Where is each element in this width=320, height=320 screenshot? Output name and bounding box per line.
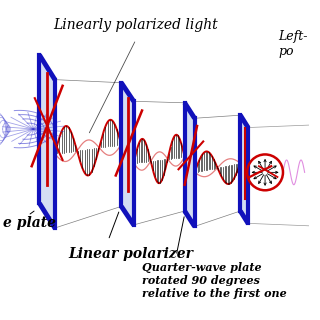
Polygon shape <box>39 55 55 228</box>
Text: Quarter-wave plate
rotated 90 degrees
relative to the first one: Quarter-wave plate rotated 90 degrees re… <box>142 262 287 299</box>
Text: Left-
po: Left- po <box>278 30 308 58</box>
Polygon shape <box>121 83 134 225</box>
Text: Linearly polarized light: Linearly polarized light <box>54 18 218 32</box>
Text: e plate: e plate <box>3 216 56 230</box>
Polygon shape <box>240 115 248 223</box>
Text: Linear polarizer: Linear polarizer <box>68 246 193 260</box>
Polygon shape <box>185 103 195 227</box>
